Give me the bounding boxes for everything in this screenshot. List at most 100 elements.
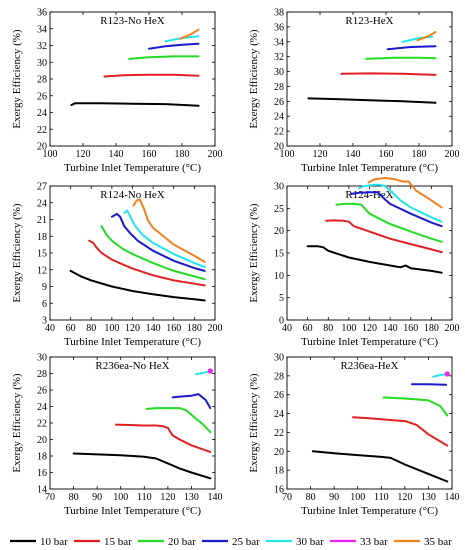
series-10-bar-line [306,245,443,274]
y-tick-label: 22 [37,419,47,430]
x-tick-label: 130 [421,492,436,503]
chart-panel-r123-no-hex: 100 120 140 160 180 200 20 22 24 26 28 30 32 34 36 Turb… [11,8,223,175]
y-tick-label: 34 [274,37,284,48]
x-axis-label: Turbine Inlet Temperature (°C) [64,162,201,174]
x-tick-label: 140 [445,492,460,503]
plot-frame [286,11,453,147]
y-tick-label: 26 [274,97,284,108]
series-25-bar-line [148,42,200,50]
legend-20-bar-label: 20 bar [168,536,196,548]
x-tick-label: 140 [109,149,124,160]
x-tick-label: 200 [445,149,460,160]
y-tick-label: 18 [274,466,284,477]
x-tick-label: 100 [104,323,119,334]
x-tick-label: 100 [341,323,356,334]
x-tick-label: 90 [329,492,339,503]
x-tick-label: 140 [346,149,361,160]
y-tick-label: 24 [274,112,284,123]
x-tick-label: 120 [362,323,377,334]
chart-panel-r124-hex: 40 60 80 100 120 140 160 180 200 0 5 10 15 20 25 30 Turb… [248,177,460,348]
series-20-bar-line [335,202,443,243]
chart-panel-r123-hex: 100 120 140 160 180 200 20 22 24 26 28 30 32 34 36 38 Tu… [248,8,460,175]
x-tick-label: 180 [412,149,427,160]
y-tick-label: 22 [274,127,284,138]
x-tick-label: 100 [43,149,58,160]
series-20-bar-line [100,225,206,281]
y-tick-label: 26 [37,91,47,102]
series-30-bar-line [123,209,206,268]
x-tick-label: 120 [397,492,412,503]
chart-panel-r236ea-hex: 70 80 90 100 110 120 130 140 16 18 20 22 24 26 28 30 Tur… [248,353,460,518]
legend: 10 bar 15 bar 20 bar 25 bar 30 bar 33 bar 35 b… [10,536,452,548]
x-tick-label: 180 [175,149,190,160]
y-tick-label: 22 [274,428,284,439]
x-axis-label: Turbine Inlet Temperature (°C) [64,336,201,348]
x-tick-label: 80 [306,492,316,503]
y-tick-label: 26 [274,390,284,401]
x-axis-label: Turbine Inlet Temperature (°C) [301,336,438,348]
x-tick-label: 180 [424,323,439,334]
plot-frame [286,356,453,490]
chart-title: R124-No HeX [100,189,165,201]
x-tick-label: 200 [208,149,223,160]
x-tick-label: 60 [66,323,76,334]
y-tick-label: 30 [274,182,284,193]
series-35-bar-line [416,31,437,42]
x-tick-label: 60 [303,323,313,334]
series-25-bar-line [410,383,448,386]
series-20-bar-line [365,56,437,60]
y-tick-label: 28 [37,369,47,380]
series-10-bar-line [311,450,449,483]
chart-panel-r236ea-no-hex: 70 80 90 100 110 120 130 140 14 16 18 20 22 24 26 28 30 T… [11,353,223,518]
x-tick-label: 140 [146,323,161,334]
x-tick-label: 160 [166,323,181,334]
y-tick-label: 6 [42,299,47,310]
series-15-bar-line [340,72,437,76]
y-tick-label: 30 [274,353,284,364]
x-tick-label: 120 [125,323,140,334]
y-tick-label: 24 [37,198,47,209]
x-tick-label: 200 [445,323,460,334]
series-30-bar-line [358,183,443,223]
y-tick-label: 24 [274,409,284,420]
y-tick-label: 12 [37,265,47,276]
series-33-bar-point [444,371,450,377]
x-tick-label: 90 [92,492,102,503]
y-tick-label: 16 [274,485,284,496]
y-tick-label: 9 [42,282,47,293]
y-tick-label: 28 [274,82,284,93]
y-axis-label: Exergy Efficiency (%) [11,29,23,128]
series-20-bar-line [128,55,200,60]
y-tick-label: 20 [274,226,284,237]
y-tick-label: 20 [274,142,284,153]
x-tick-label: 100 [113,492,128,503]
legend-25-bar-label: 25 bar [232,536,260,548]
y-tick-label: 30 [37,353,47,364]
x-tick-label: 80 [86,323,96,334]
y-tick-label: 21 [37,215,47,226]
y-tick-label: 27 [37,182,47,193]
y-tick-label: 30 [37,58,47,69]
plot-frame [49,11,216,147]
y-axis-label: Exergy Efficiency (%) [248,29,260,128]
chart-panel-r124-no-hex: 40 60 80 100 120 140 160 180 200 3 6 9 12 15 18 21 24 27 T… [11,182,223,349]
x-tick-label: 160 [379,149,394,160]
y-tick-label: 18 [37,232,47,243]
series-33-bar-point [207,368,213,374]
legend-15-bar-label: 15 bar [104,536,132,548]
x-tick-label: 120 [160,492,175,503]
x-axis-label: Turbine Inlet Temperature (°C) [64,505,201,517]
y-tick-label: 15 [37,249,47,260]
y-axis-label: Exergy Efficiency (%) [11,373,23,472]
series-15-bar-line [325,219,443,254]
legend-10-bar-label: 10 bar [40,536,68,548]
series-25-bar-line [349,191,443,228]
x-tick-label: 110 [374,492,389,503]
chart-title: R236ea-HeX [340,360,398,372]
y-tick-label: 10 [274,271,284,282]
legend-30-bar-label: 30 bar [296,536,324,548]
y-tick-label: 32 [274,52,284,63]
y-tick-label: 28 [274,371,284,382]
x-axis-label: Turbine Inlet Temperature (°C) [301,162,438,174]
